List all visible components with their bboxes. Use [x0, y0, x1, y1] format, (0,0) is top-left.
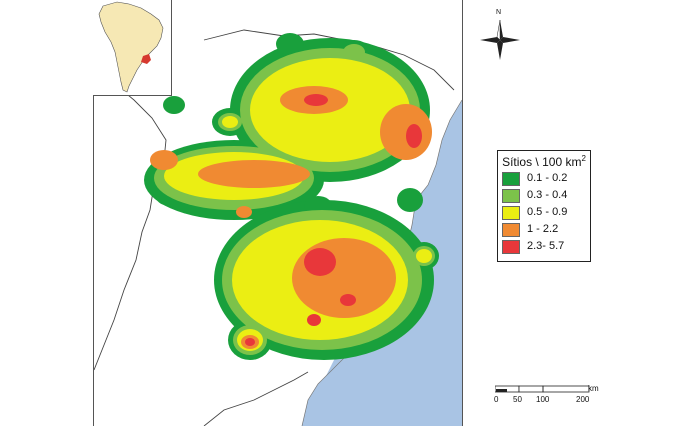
scale-tick-label: 200	[576, 395, 590, 404]
north-label: N	[496, 9, 502, 16]
legend-label: 1 - 2.2	[527, 223, 559, 235]
scale-unit-label: km	[588, 384, 599, 393]
scale-tick-label: 50	[513, 395, 522, 404]
legend-row: 1 - 2.2	[502, 222, 588, 238]
legend-row: 2.3- 5.7	[502, 239, 588, 255]
legend-row: 0.5 - 0.9	[502, 205, 588, 221]
legend-swatch	[502, 206, 520, 220]
main-map-panel	[93, 0, 463, 426]
legend-row: 0.3 - 0.4	[502, 188, 588, 204]
legend-label: 2.3- 5.7	[527, 240, 565, 252]
study-area-highlight	[141, 54, 151, 64]
legend-swatch	[502, 223, 520, 237]
south-america-shape	[98, 1, 164, 93]
legend-label: 0.1 - 0.2	[527, 172, 568, 184]
density-class-2-3	[245, 94, 422, 346]
legend-swatch	[502, 240, 520, 254]
legend-swatch	[502, 172, 520, 186]
legend-label: 0.3 - 0.4	[527, 189, 568, 201]
legend-label: 0.5 - 0.9	[527, 206, 568, 218]
scale-tick-label: 0	[494, 395, 499, 404]
north-arrow-icon	[480, 20, 520, 60]
scale-bar	[495, 385, 590, 393]
scale-tick-label: 100	[536, 395, 550, 404]
ocean	[302, 100, 462, 426]
legend: Sítios \ 100 km2 0.1 - 0.2 0.3 - 0.4 0.5…	[497, 150, 591, 262]
south-america-inset	[98, 1, 164, 93]
legend-row: 0.1 - 0.2	[502, 171, 588, 187]
legend-swatch	[502, 189, 520, 203]
southern-border	[203, 371, 309, 426]
inset-map	[93, 0, 172, 96]
legend-title: Sítios \ 100 km2	[502, 154, 586, 169]
density-map	[94, 0, 462, 426]
